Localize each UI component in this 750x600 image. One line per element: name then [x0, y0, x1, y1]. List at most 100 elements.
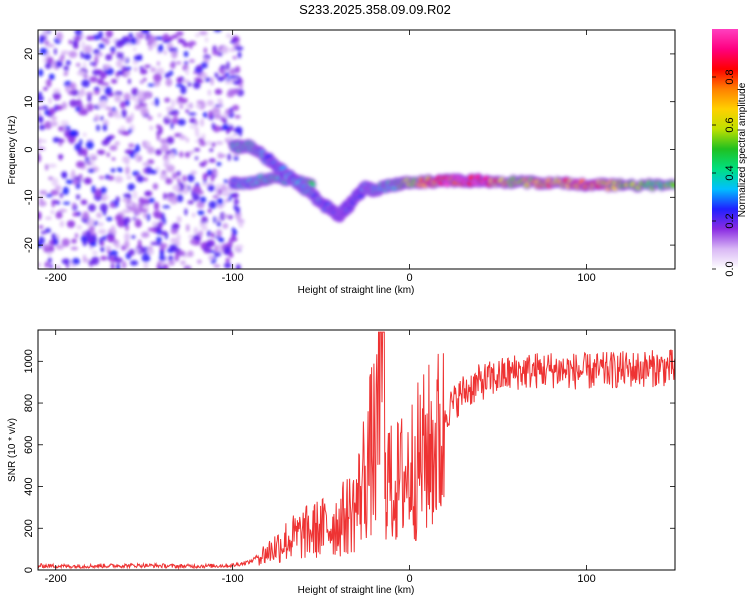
noise-blob [196, 259, 202, 264]
noise-blob [194, 33, 200, 38]
noise-blob [171, 117, 179, 125]
noise-blob [217, 204, 224, 209]
noise-blob [58, 208, 68, 213]
noise-blob [176, 233, 181, 242]
noise-blob [159, 230, 168, 236]
noise-blob [217, 76, 225, 82]
noise-blob [225, 72, 230, 77]
noise-blob [232, 104, 240, 111]
noise-blob [150, 67, 157, 73]
noise-blob [213, 216, 217, 224]
noise-blob [82, 75, 89, 79]
noise-blob [114, 141, 120, 146]
noise-blob [189, 59, 195, 63]
noise-blob [101, 38, 107, 42]
colorbar: 0.0 0.2 0.4 0.6 0.8 Normalized spectral ampl… [712, 29, 748, 277]
noise-blob [215, 141, 224, 145]
noise-blob [105, 106, 112, 110]
noise-blob [62, 201, 71, 205]
noise-blob [137, 239, 142, 249]
noise-blob [200, 72, 208, 80]
noise-blob [100, 115, 104, 121]
noise-blob [173, 113, 178, 118]
x-tick-label: -200 [45, 573, 67, 585]
noise-blob [233, 198, 239, 205]
noise-blob [93, 87, 101, 91]
noise-blob [141, 231, 150, 238]
noise-blob [233, 156, 239, 161]
noise-blob [116, 263, 121, 269]
noise-blob [157, 36, 164, 41]
x-tick-label: -200 [45, 272, 67, 284]
noise-blob [163, 158, 170, 166]
noise-blob [149, 169, 158, 175]
noise-blob [208, 249, 216, 253]
x-tick-label: -100 [222, 573, 244, 585]
noise-blob [70, 246, 79, 251]
snr-frame [37, 329, 676, 571]
noise-blob [156, 236, 162, 243]
noise-blob [82, 61, 87, 70]
noise-blob [239, 84, 244, 89]
noise-blob [188, 150, 195, 154]
noise-blob [120, 52, 124, 61]
noise-blob [106, 152, 110, 158]
noise-blob [115, 242, 121, 249]
figure-title: S233.2025.358.09.09.R02 [299, 2, 451, 17]
noise-blob [156, 132, 161, 141]
noise-blob [216, 229, 222, 237]
y-tick-label: 0 [23, 146, 35, 152]
noise-blob [135, 218, 140, 225]
noise-blob [94, 188, 103, 198]
noise-blob [87, 93, 92, 103]
noise-blob [39, 196, 43, 203]
noise-blob [114, 214, 123, 222]
noise-blob [105, 245, 112, 250]
noise-blob [217, 188, 223, 196]
noise-blob [124, 71, 131, 76]
noise-blob [61, 238, 70, 247]
noise-blob [87, 218, 95, 226]
noise-blob [220, 65, 226, 69]
y-tick-label: 0 [23, 567, 35, 573]
noise-blob [185, 67, 190, 76]
noise-blob [143, 77, 147, 82]
noise-blob [184, 151, 191, 158]
noise-blob [41, 105, 49, 110]
noise-blob [170, 200, 176, 205]
spectrogram-xlabel: Height of straight line (km) [298, 285, 415, 296]
noise-blob [225, 33, 232, 39]
noise-blob [89, 62, 97, 66]
noise-blob [165, 177, 173, 185]
noise-blob [192, 185, 202, 193]
noise-blob [52, 237, 59, 246]
noise-blob [208, 255, 215, 261]
noise-blob [223, 262, 232, 269]
noise-blob [143, 262, 149, 269]
noise-blob [180, 97, 188, 104]
noise-blob [94, 55, 99, 65]
signal-blob [669, 182, 675, 189]
noise-blob [147, 83, 156, 87]
noise-blob [88, 154, 98, 158]
noise-blob [159, 242, 168, 249]
noise-blob [110, 51, 116, 55]
noise-blob [228, 75, 237, 79]
noise-blob [121, 260, 127, 269]
noise-blob [146, 213, 151, 222]
noise-blob [200, 196, 207, 204]
noise-blob [234, 46, 244, 51]
noise-blob [208, 110, 213, 118]
noise-blob [210, 76, 214, 86]
noise-blob [132, 190, 138, 200]
noise-blob [198, 141, 207, 147]
noise-blob [128, 32, 134, 38]
noise-blob [53, 47, 57, 55]
noise-blob [123, 208, 129, 213]
noise-blob [191, 212, 196, 218]
noise-blob [48, 107, 56, 115]
noise-blob [53, 88, 61, 94]
noise-blob [157, 113, 162, 118]
noise-blob [63, 72, 68, 76]
noise-blob [101, 241, 105, 247]
